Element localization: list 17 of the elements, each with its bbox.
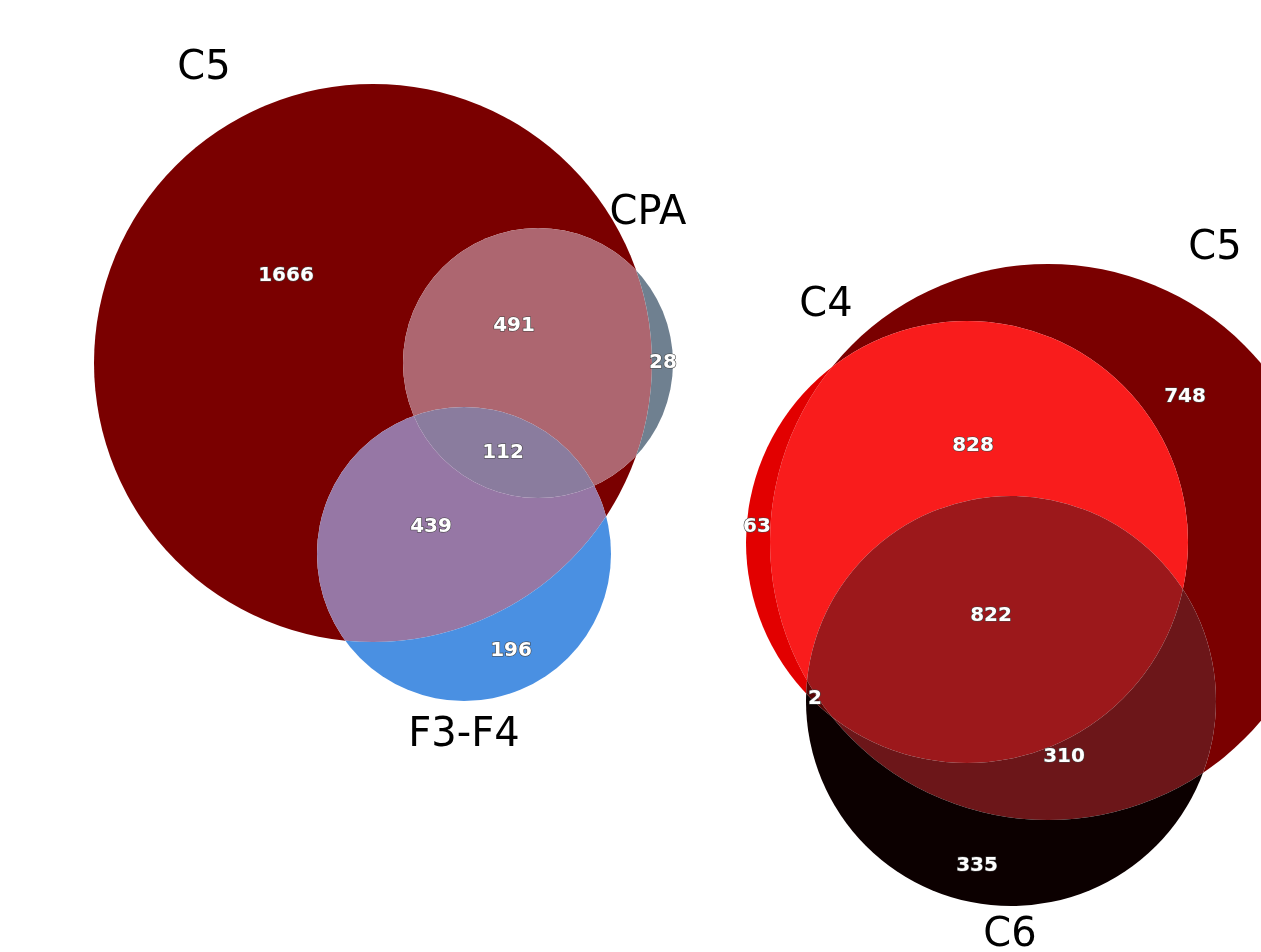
data-label: 335 [956, 851, 998, 876]
text: F3-F4 [408, 709, 520, 755]
data-label: 439 [410, 512, 452, 537]
text: C6 [983, 909, 1037, 952]
data-label: 748 [1164, 382, 1206, 407]
data-label: 1666 [258, 261, 314, 286]
text: C4 [799, 279, 853, 325]
data-label: 822 [970, 601, 1012, 626]
data-label: 2 [808, 684, 822, 709]
data-label: 310 [1043, 742, 1085, 767]
text: C5 [1188, 222, 1242, 268]
data-label: 196 [490, 636, 532, 661]
data-label: 828 [952, 431, 994, 456]
data-label: 491 [493, 311, 535, 336]
text: CPA [609, 187, 688, 233]
text: C5 [177, 42, 231, 88]
data-label: 112 [482, 438, 524, 463]
